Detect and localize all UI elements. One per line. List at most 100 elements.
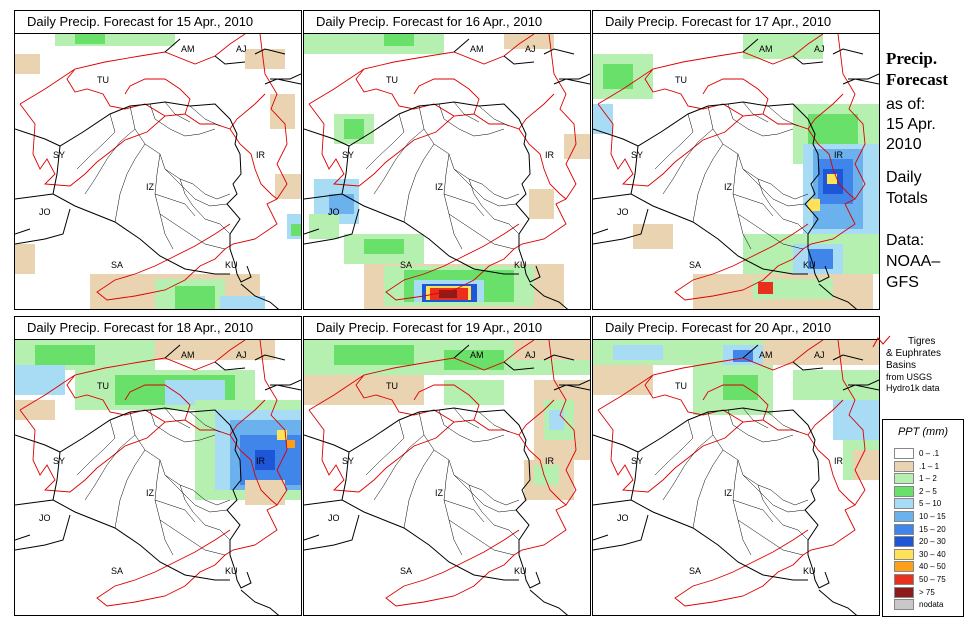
panel-title: Daily Precip. Forecast for 15 Apr., 2010 <box>15 11 301 34</box>
side-data-source: NOAA– <box>886 253 941 270</box>
forecast-panel-18-apr: Daily Precip. Forecast for 18 Apr., 2010… <box>14 316 302 616</box>
label-sa: SA <box>400 260 413 270</box>
ppt-legend-swatch <box>894 536 914 548</box>
panel-title: Daily Precip. Forecast for 19 Apr., 2010 <box>304 317 590 340</box>
ppt-legend-row: 5 – 10 <box>894 498 941 510</box>
forecast-panel-17-apr: Daily Precip. Forecast for 17 Apr., 2010… <box>592 10 880 310</box>
ppt-legend-swatch <box>894 561 914 573</box>
ppt-legend-swatch <box>894 498 914 510</box>
label-jo: JO <box>617 207 629 217</box>
precip-map-19-apr <box>304 340 590 615</box>
label-aj: AJ <box>525 44 536 54</box>
label-am: AM <box>470 44 484 54</box>
label-sy: SY <box>631 150 644 160</box>
ppt-legend-row: 50 – 75 <box>894 574 946 586</box>
label-jo: JO <box>39 207 51 217</box>
ppt-legend-swatch <box>894 599 914 611</box>
label-am: AM <box>470 350 484 360</box>
panel-title: Daily Precip. Forecast for 16 Apr., 2010 <box>304 11 590 34</box>
ppt-legend-label: 10 – 15 <box>919 512 946 521</box>
ppt-legend-row: .1 – 1 <box>894 460 940 473</box>
ppt-legend-label: 50 – 75 <box>919 575 946 584</box>
label-jo: JO <box>328 207 340 217</box>
forecast-panel-16-apr: Daily Precip. Forecast for 16 Apr., 2010 <box>303 10 591 310</box>
side-data-model: GFS <box>886 274 919 291</box>
label-ku: KU <box>514 260 527 270</box>
label-sa: SA <box>689 566 702 576</box>
label-sy: SY <box>53 150 66 160</box>
label-ir: IR <box>256 456 265 466</box>
precip-map-15-apr <box>15 34 301 309</box>
label-ir: IR <box>834 150 843 160</box>
basin-legend-line1: Tigres <box>908 336 936 347</box>
ppt-legend-row: 2 – 5 <box>894 485 937 498</box>
label-iz: IZ <box>724 182 732 192</box>
label-aj: AJ <box>236 350 247 360</box>
label-sy: SY <box>342 150 355 160</box>
ppt-legend-row: 30 – 40 <box>894 548 946 561</box>
ppt-legend-row: 20 – 30 <box>894 536 946 548</box>
side-title-line1: Precip. <box>886 49 938 68</box>
label-jo: JO <box>328 513 340 523</box>
label-iz: IZ <box>146 182 154 192</box>
label-ku: KU <box>225 566 238 576</box>
label-iz: IZ <box>724 488 732 498</box>
ppt-legend-title: PPT (mm) <box>897 426 949 438</box>
ppt-legend-swatch <box>894 574 914 585</box>
precip-map-18-apr <box>15 340 301 615</box>
label-ir: IR <box>545 456 554 466</box>
basin-legend-line2: & Euphrates <box>886 348 942 359</box>
label-iz: IZ <box>435 182 443 192</box>
basin-legend: Tigres & Euphrates Basins from USGS Hydr… <box>886 336 970 394</box>
basin-legend-line3: Basins <box>886 360 917 371</box>
label-aj: AJ <box>814 350 825 360</box>
ppt-legend-label: .1 – 1 <box>919 461 940 471</box>
label-ku: KU <box>803 566 816 576</box>
label-sa: SA <box>111 260 124 270</box>
ppt-legend-label: > 75 <box>919 587 935 597</box>
label-am: AM <box>759 44 773 54</box>
ppt-legend-row: 15 – 20 <box>894 523 946 536</box>
ppt-legend-swatch <box>894 586 914 598</box>
label-tu: TU <box>675 381 687 391</box>
label-ir: IR <box>256 150 265 160</box>
ppt-legend-row: nodata <box>894 599 943 611</box>
label-sy: SY <box>631 456 644 466</box>
label-am: AM <box>181 350 195 360</box>
ppt-legend-row: 10 – 15 <box>894 511 946 523</box>
ppt-legend-label: 0 – .1 <box>919 449 940 458</box>
ppt-legend-swatch <box>894 511 914 522</box>
precip-map-17-apr <box>593 34 879 309</box>
ppt-legend-label: 2 – 5 <box>919 486 937 496</box>
ppt-legend-row: 0 – .1 <box>894 448 939 460</box>
ppt-legend-label: 15 – 20 <box>919 524 946 534</box>
side-asof-label: as of: <box>886 96 926 113</box>
side-asof-date: 15 Apr. <box>886 116 936 133</box>
label-ku: KU <box>225 260 238 270</box>
basin-legend-line5: Hydro1k data <box>886 383 940 393</box>
label-tu: TU <box>675 75 687 85</box>
label-ku: KU <box>514 566 527 576</box>
panel-title: Daily Precip. Forecast for 17 Apr., 2010 <box>593 11 879 34</box>
ppt-legend-row: 1 – 2 <box>894 473 937 485</box>
basin-line-icon <box>872 335 891 348</box>
ppt-legend-label: nodata <box>919 600 944 610</box>
label-ku: KU <box>803 260 816 270</box>
side-asof-year: 2010 <box>886 136 922 153</box>
ppt-legend: PPT (mm) 0 – .1 .1 – 1 1 – 2 2 – 5 5 – 10 10 … <box>882 419 964 617</box>
ppt-legend-swatch <box>894 473 914 485</box>
forecast-panel-19-apr: Daily Precip. Forecast for 19 Apr., 2010… <box>303 316 591 616</box>
label-aj: AJ <box>814 44 825 54</box>
label-aj: AJ <box>525 350 536 360</box>
precip-map-16-apr <box>304 34 590 309</box>
label-am: AM <box>759 350 773 360</box>
ppt-legend-swatch <box>894 523 914 535</box>
label-iz: IZ <box>435 488 443 498</box>
label-ir: IR <box>834 456 843 466</box>
label-sa: SA <box>689 260 702 270</box>
ppt-legend-swatch <box>894 548 914 560</box>
ppt-legend-label: 1 – 2 <box>919 474 937 484</box>
label-sa: SA <box>111 566 124 576</box>
ppt-legend-swatch <box>894 485 914 497</box>
label-sa: SA <box>400 566 413 576</box>
